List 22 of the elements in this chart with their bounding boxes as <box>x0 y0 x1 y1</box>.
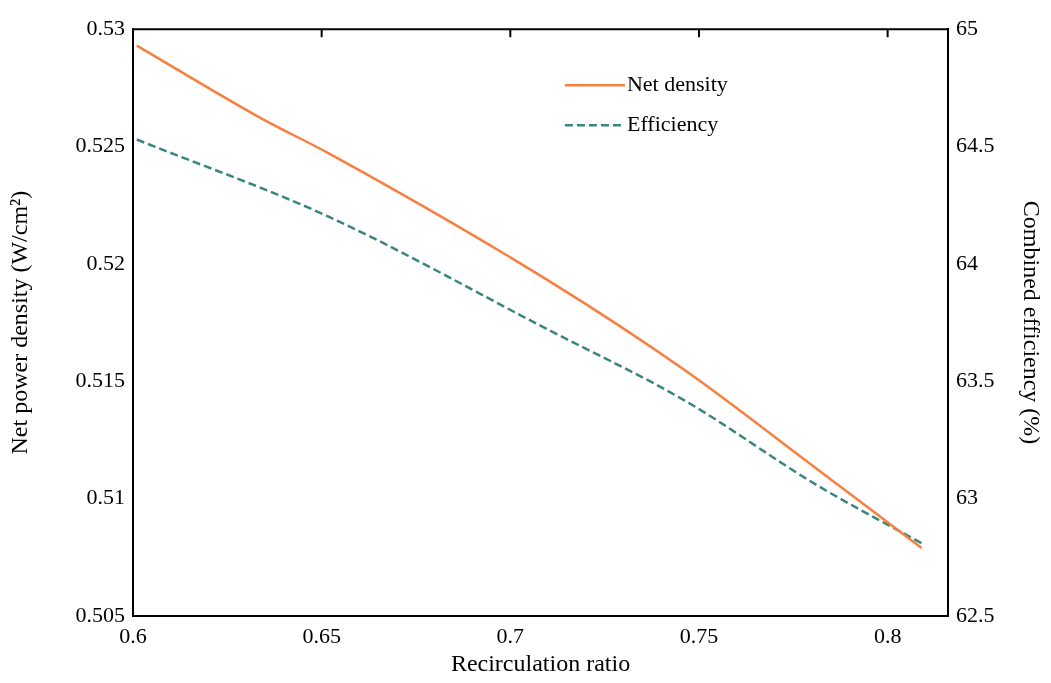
y-tick-label: 0.52 <box>86 249 125 275</box>
x-tick-label: 0.7 <box>496 622 525 648</box>
y-axis-title: Net power density (W/cm²) <box>5 190 32 455</box>
y-tick-label: 0.51 <box>86 484 125 510</box>
y2-tick-label: 65 <box>956 14 978 40</box>
y2-tick-label: 62.5 <box>956 601 995 627</box>
line-series <box>135 44 923 550</box>
x-axis-title: Recirculation ratio <box>450 649 631 676</box>
legend-label: Efficiency <box>626 110 719 136</box>
line-series <box>135 138 923 545</box>
y2-tick-label: 63 <box>956 484 978 510</box>
y-tick-label: 0.525 <box>75 132 125 158</box>
x-tick-label: 0.65 <box>302 622 341 648</box>
x-tick-label: 0.8 <box>873 622 902 648</box>
legend-label: Net density <box>626 70 728 96</box>
y2-tick-label: 64.5 <box>956 132 995 158</box>
y-tick-label: 0.515 <box>75 367 125 393</box>
y2-tick-label: 63.5 <box>956 367 995 393</box>
y-tick-label: 0.53 <box>86 14 125 40</box>
x-tick-label: 0.75 <box>679 622 719 648</box>
y2-axis-title: Combined efficiency (%) <box>1019 200 1046 445</box>
y2-tick-label: 64 <box>956 249 978 275</box>
